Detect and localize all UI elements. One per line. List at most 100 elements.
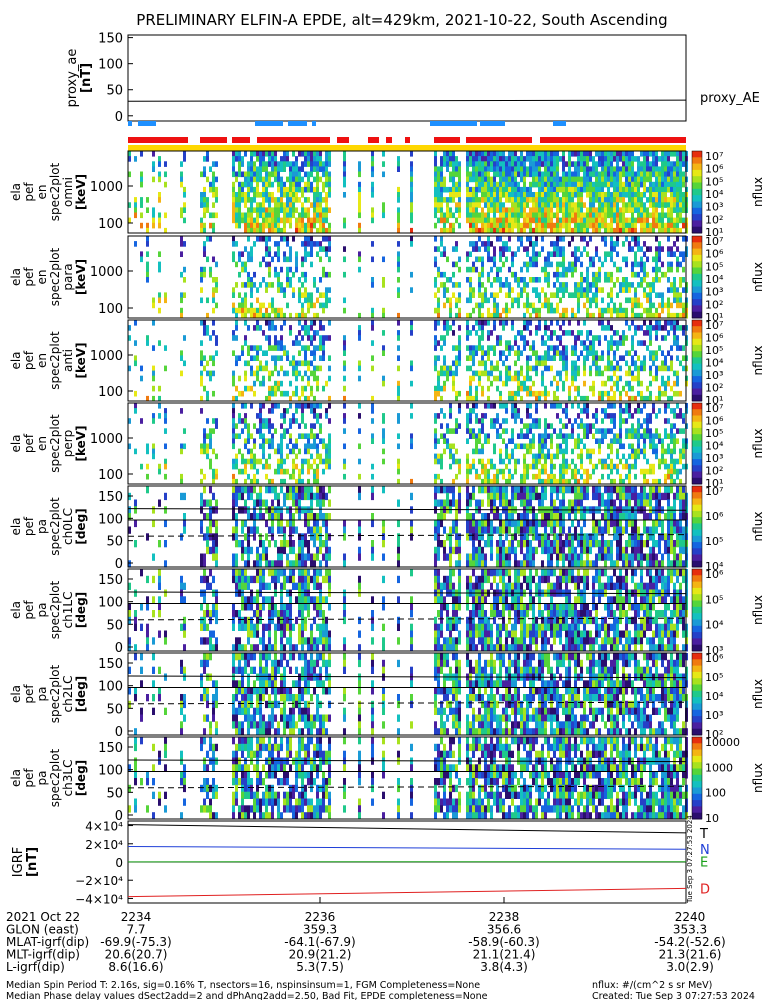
spectrogram-cell	[658, 186, 661, 193]
spectrogram-cell	[676, 207, 679, 213]
spectrogram-cell	[286, 217, 289, 224]
spectrogram-cell	[319, 423, 322, 429]
spectrogram-cell	[455, 355, 458, 361]
spectrogram-cell	[586, 212, 589, 219]
spectrogram-cell	[535, 236, 538, 242]
spectrogram-cell	[619, 222, 622, 229]
spectrogram-cell	[310, 292, 313, 298]
spectrogram-cell	[562, 156, 565, 162]
spectrogram-cell	[244, 307, 247, 314]
spectrogram-cell	[200, 202, 203, 208]
spectrogram-cell	[616, 307, 619, 314]
spectrogram-cell	[676, 345, 679, 351]
ytick-label: 100	[98, 302, 123, 317]
spectrogram-cell	[410, 330, 413, 336]
spectrogram-cell	[583, 246, 586, 252]
spectrogram-cell	[469, 365, 472, 372]
spectrogram-cell	[538, 171, 541, 178]
spectrogram-cell	[634, 241, 637, 247]
spectrogram-cell	[643, 428, 646, 434]
spectrogram-cell	[601, 380, 604, 387]
spectrogram-cell	[535, 181, 538, 188]
spectrogram-cell	[595, 335, 598, 341]
spectrogram-cell	[616, 227, 619, 234]
spectrogram-cell	[295, 156, 298, 162]
spectrogram-cell	[484, 227, 487, 234]
spectrogram-cell	[664, 222, 667, 229]
spectrogram-cell	[434, 171, 437, 178]
panel-ylabel: en	[35, 436, 49, 451]
spectrogram-cell	[499, 236, 502, 242]
spectrogram-cell	[449, 307, 452, 314]
spectrogram-cell	[604, 277, 607, 283]
spectrogram-cell	[517, 297, 520, 304]
spectrogram-cell	[565, 330, 568, 336]
spectrogram-cell	[511, 408, 514, 414]
spectrogram-cell	[646, 307, 649, 314]
spectrogram-cell	[443, 212, 446, 219]
spectrogram-cell	[640, 277, 643, 283]
spectrogram-cell	[232, 458, 235, 465]
spectrogram-cell	[280, 478, 283, 485]
spectrogram-cell	[592, 335, 595, 341]
spectrogram-cell	[152, 553, 155, 561]
spectrogram-cell	[640, 207, 643, 213]
spectrogram-cell	[538, 251, 541, 257]
spectrogram-cell	[607, 413, 610, 419]
spectrogram-cell	[301, 241, 304, 247]
spectrogram-cell	[652, 433, 655, 439]
spectrogram-cell	[452, 453, 455, 460]
spectrogram-cell	[598, 151, 601, 157]
spectrogram-cell	[307, 443, 310, 450]
spectrogram-cell	[535, 207, 538, 213]
spectrogram-cell	[371, 355, 374, 361]
spectrogram-cell	[589, 181, 592, 188]
spectrogram-cell	[604, 227, 607, 234]
spectrogram-cell	[250, 227, 253, 234]
spectrogram-cell	[371, 403, 374, 409]
spectrogram-cell	[658, 292, 661, 298]
spectrogram-cell	[514, 181, 517, 188]
spectrogram-cell	[250, 251, 253, 257]
spectrogram-cell	[490, 478, 493, 485]
spectrogram-cell	[490, 463, 493, 470]
spectrogram-cell	[658, 197, 661, 203]
spectrogram-cell	[652, 197, 655, 203]
spectrogram-cell	[496, 302, 499, 309]
spectrogram-cell	[496, 192, 499, 198]
panel-ylabel: [keV]	[74, 425, 88, 461]
spectrogram-cell	[565, 222, 568, 229]
colorbar-step	[692, 273, 702, 281]
spectrogram-cell	[203, 266, 206, 273]
spectrogram-cell	[577, 423, 580, 429]
spectrogram-cell	[502, 222, 505, 229]
spectrogram-cell	[434, 261, 437, 268]
spectrogram-cell	[523, 197, 526, 203]
spectrogram-cell	[152, 222, 155, 229]
spectrogram-cell	[466, 463, 469, 470]
spectrogram-cell	[292, 448, 295, 455]
spectrogram-cell	[607, 350, 610, 356]
spectrogram-cell	[574, 266, 577, 273]
spectrogram-cell	[319, 166, 322, 172]
spectrogram-cell	[577, 365, 580, 372]
spectrogram-cell	[532, 256, 535, 263]
spectrogram-cell	[493, 423, 496, 429]
spectrogram-cell	[277, 207, 280, 213]
spectrogram-cell	[343, 345, 346, 351]
spectrogram-cell	[481, 181, 484, 188]
spectrogram-cell	[152, 506, 155, 514]
spectrogram-cell	[550, 403, 553, 409]
spectrogram-cell	[496, 236, 499, 242]
spectrogram-cell	[577, 297, 580, 304]
spectrogram-cell	[571, 197, 574, 203]
spectrogram-cell	[544, 181, 547, 188]
spectrogram-cell	[595, 166, 598, 172]
spectrogram-cell	[532, 433, 535, 439]
spectrogram-cell	[676, 176, 679, 183]
spectrogram-cell	[565, 350, 568, 356]
spectrogram-cell	[637, 282, 640, 288]
spectrogram-cell	[268, 443, 271, 450]
spectrogram-cell	[505, 197, 508, 203]
spectrogram-cell	[616, 241, 619, 247]
